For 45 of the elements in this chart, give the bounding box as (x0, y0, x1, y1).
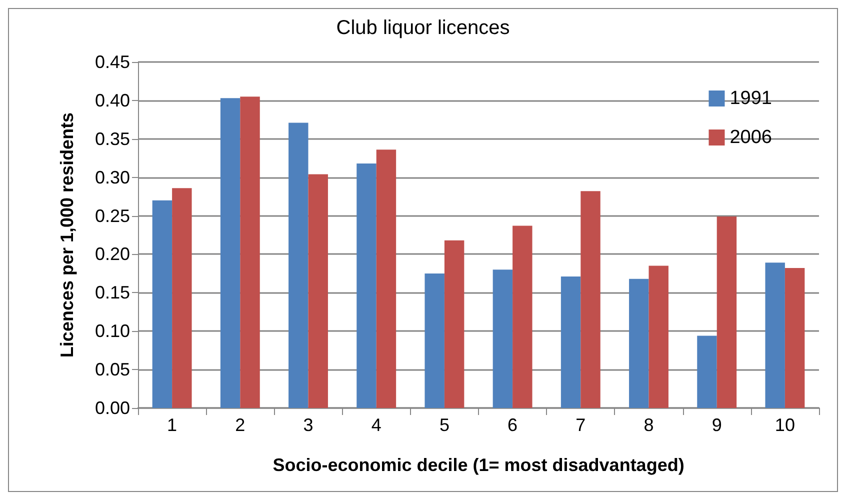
legend-label: 2006 (730, 127, 772, 148)
chart-title: Club liquor licences (336, 17, 510, 39)
x-tick-label: 6 (508, 415, 518, 435)
bar (444, 240, 464, 408)
bar (376, 150, 396, 408)
bar (784, 268, 805, 408)
bar (240, 96, 260, 408)
bar (424, 273, 444, 408)
bar (716, 216, 737, 408)
y-tick-label: 0.40 (94, 90, 130, 110)
bar (492, 270, 513, 408)
bar (580, 191, 600, 408)
bar (172, 188, 192, 408)
bar (288, 122, 308, 408)
bar (152, 200, 172, 408)
x-tick-label: 3 (303, 415, 314, 435)
x-tick-label: 10 (774, 415, 795, 435)
y-tick-label: 0.35 (94, 128, 130, 149)
y-tick-label: 0.20 (94, 244, 130, 264)
y-axis-title: Licences per 1,000 residents (57, 112, 77, 358)
bar (220, 98, 240, 408)
x-tick-label: 5 (439, 415, 450, 435)
x-tick-label: 4 (371, 415, 382, 435)
y-tick-label: 0.00 (94, 398, 130, 418)
bar (765, 262, 785, 408)
x-axis-title: Socio-economic decile (1= most disadvantaged) (272, 455, 684, 475)
bar (512, 226, 532, 408)
bar (697, 336, 717, 408)
bar (629, 278, 649, 408)
bar (308, 174, 328, 408)
y-tick-label: 0.10 (94, 321, 130, 342)
bar (648, 266, 668, 408)
y-tick-label: 0.45 (94, 52, 130, 72)
x-tick-label: 7 (576, 415, 586, 435)
y-tick-label: 0.05 (94, 360, 130, 380)
y-tick-label: 0.25 (94, 206, 130, 226)
x-tick-label: 8 (644, 415, 654, 435)
x-tick-label: 9 (712, 415, 722, 435)
bar (560, 276, 581, 408)
x-tick-label: 2 (235, 415, 246, 435)
x-tick-label: 1 (167, 415, 178, 435)
y-tick-label: 0.30 (94, 167, 130, 188)
legend-label: 1991 (730, 88, 772, 109)
y-tick-label: 0.15 (94, 282, 130, 303)
bar (356, 163, 376, 408)
